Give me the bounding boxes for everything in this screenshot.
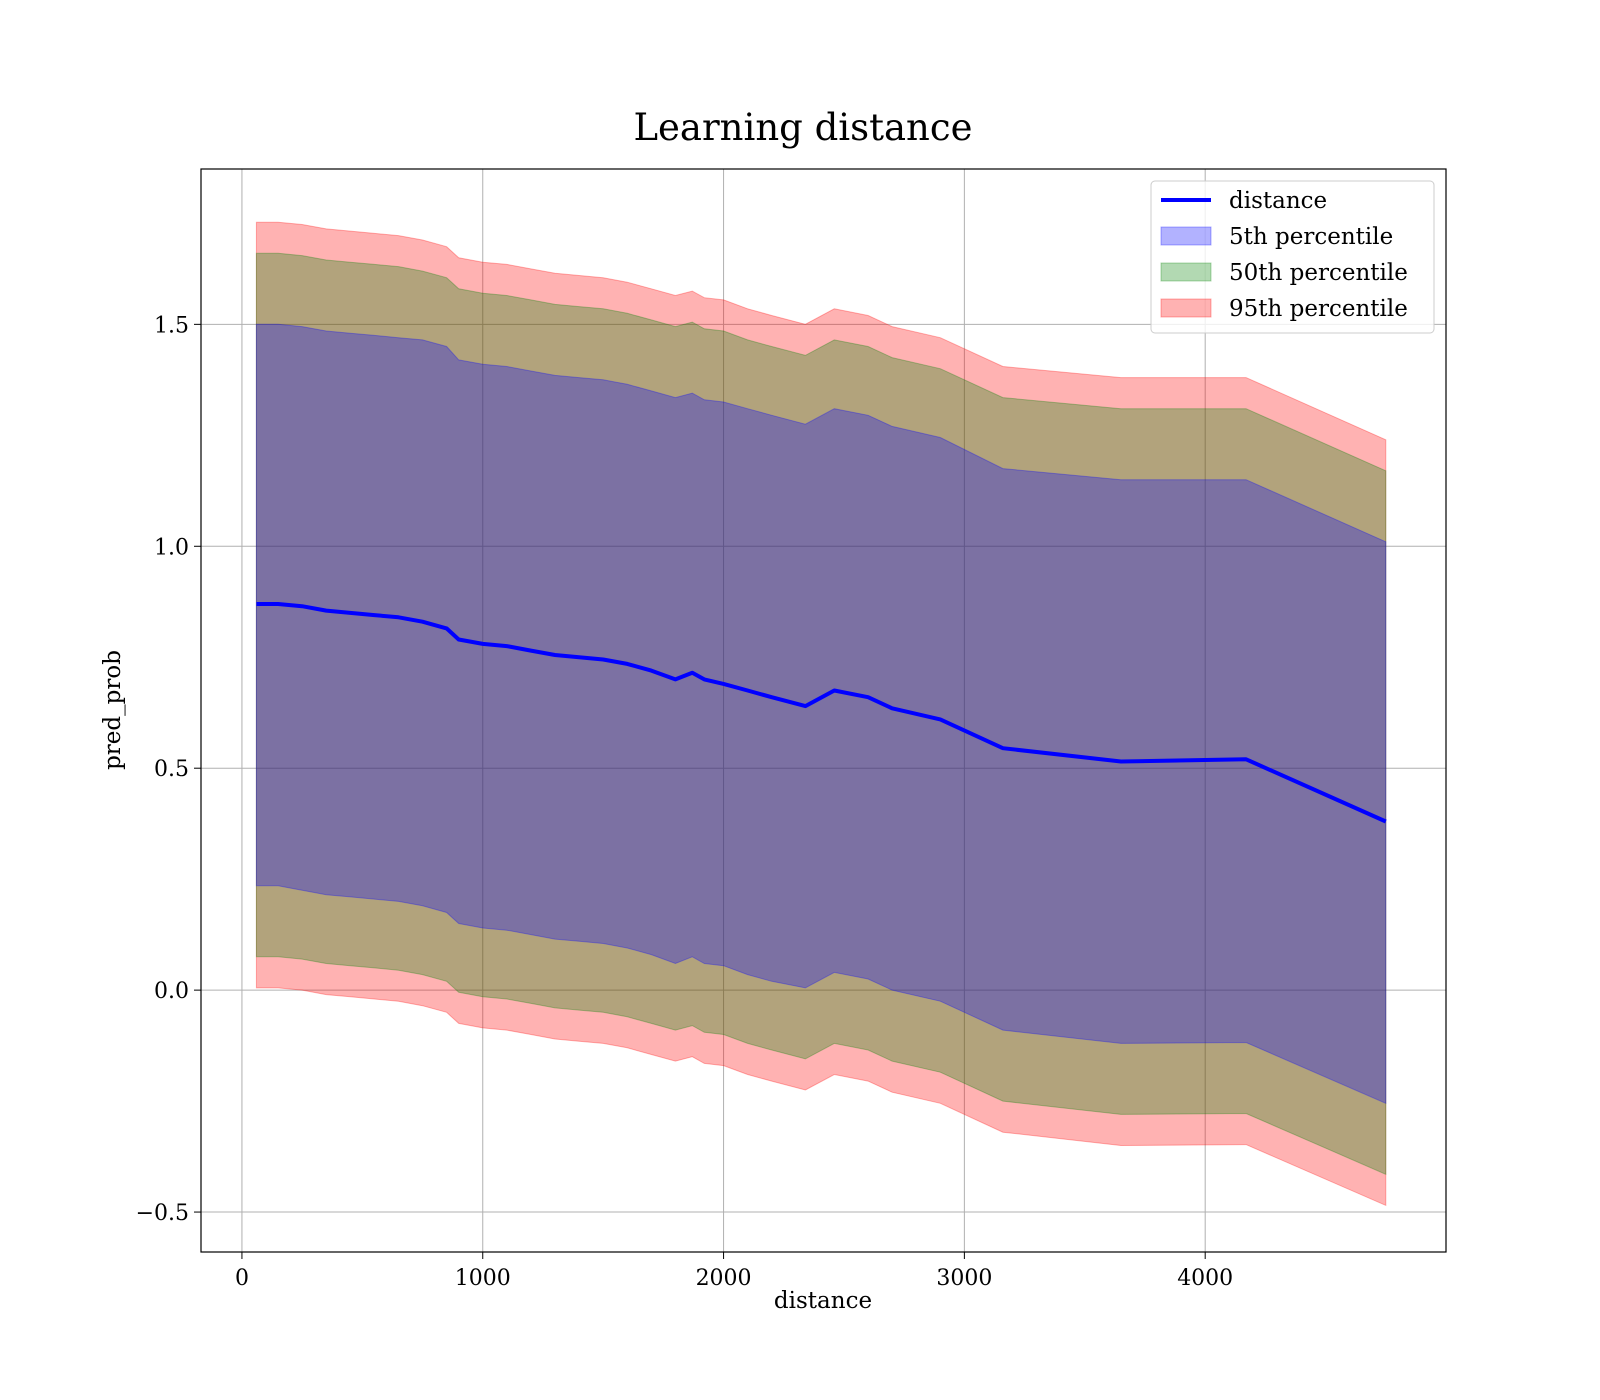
x-axis-label: distance [774,1288,872,1314]
y-axis-label: pred_prob [100,650,126,770]
y-tick-label: −0.5 [136,1201,189,1226]
y-tick-label: 1.5 [154,313,189,338]
band-95th-percentile [255,221,1387,1207]
y-axis-ticks: −0.5 0.0 0.5 1.0 1.5 [136,313,201,1226]
legend-box [1150,180,1435,334]
y-tick-label: 0.5 [154,757,189,782]
legend-patch-swatch [1160,226,1212,246]
legend-patch-swatch [1160,298,1212,318]
legend-label: 95th percentile [1229,296,1408,322]
plot-frame [200,168,1447,1253]
y-tick-label: 0.0 [154,979,189,1004]
chart-title: Learning distance [633,106,972,149]
x-tick-label: 4000 [1177,1266,1233,1291]
x-tick-label: 3000 [936,1266,992,1291]
legend-patch-swatch [1160,262,1212,282]
band-50th-percentile [255,252,1387,1176]
legend-label: distance [1229,188,1327,214]
x-tick-label: 2000 [696,1266,752,1291]
legend-label: 50th percentile [1229,260,1408,286]
x-tick-label: 0 [235,1266,249,1291]
x-axis-ticks: 0 1000 2000 3000 4000 [235,1252,1233,1291]
series-lines [256,602,1387,824]
x-tick-label: 1000 [455,1266,511,1291]
y-tick-label: 1.0 [154,535,189,560]
band-5th-percentile [255,323,1387,1105]
series-line-distance [256,602,1387,824]
percentile-bands [255,221,1387,1207]
legend-label: 5th percentile [1229,224,1393,250]
legend: distance 5th percentile 50th percentile 95t… [1150,180,1435,334]
